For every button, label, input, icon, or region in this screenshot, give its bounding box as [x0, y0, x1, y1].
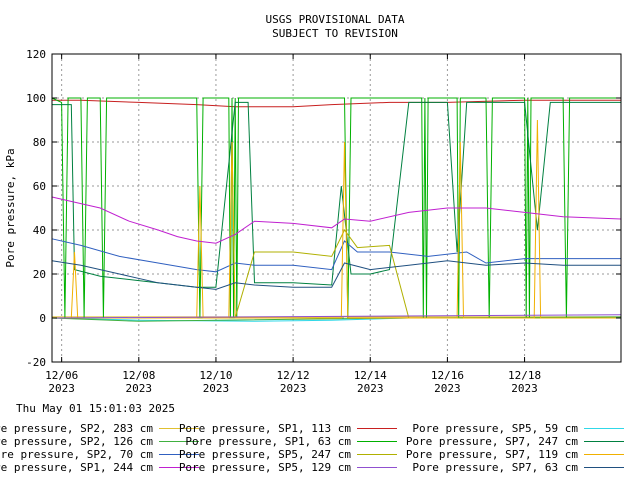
- legend-swatch: [357, 467, 397, 468]
- legend-item: Pore pressure, SP5, 59 cm: [0, 422, 624, 435]
- x-tick-label: 12/12: [277, 369, 310, 382]
- legend-item: Pore pressure, SP7, 119 cm: [0, 448, 624, 461]
- legend-item: Pore pressure, SP2, 70 cm: [0, 448, 199, 461]
- chart-subtitle: SUBJECT TO REVISION: [272, 27, 398, 40]
- series-line: [52, 99, 621, 108]
- legend-item: Pore pressure, SP1, 113 cm: [0, 422, 397, 435]
- legend-label: Pore pressure, SP2, 70 cm: [0, 448, 153, 461]
- x-tick-label: 12/14: [354, 369, 387, 382]
- legend-label: Pore pressure, SP5, 59 cm: [412, 422, 578, 435]
- series-line: [51, 238, 621, 273]
- y-axis: -20 0 20 40 60 80 100 120: [26, 48, 621, 369]
- legend-swatch: [357, 428, 397, 429]
- chart-title: USGS PROVISIONAL DATA: [265, 13, 404, 26]
- y-tick-label: -20: [26, 356, 46, 369]
- legend-label: Pore pressure, SP7, 119 cm: [405, 448, 578, 461]
- x-tick-year-label: 2023: [511, 382, 538, 395]
- pore-pressure-chart: USGS PROVISIONAL DATA SUBJECT TO REVISIO…: [4, 13, 622, 395]
- x-tick-year-label: 2023: [48, 382, 75, 395]
- legend-swatch: [584, 467, 624, 468]
- y-tick-label: 100: [26, 92, 46, 105]
- y-tick-label: 60: [33, 180, 46, 193]
- x-tick-year-label: 2023: [203, 382, 230, 395]
- legend-label: Pore pressure, SP5, 129 cm: [178, 461, 351, 474]
- legend-swatch: [584, 454, 624, 455]
- x-tick-year-label: 2023: [126, 382, 153, 395]
- x-tick-label: 12/08: [122, 369, 155, 382]
- x-tick-label: 12/16: [431, 369, 464, 382]
- legend-label: Pore pressure, SP2, 283 cm: [0, 422, 153, 435]
- legend-label: Pore pressure, SP1, 63 cm: [185, 435, 351, 448]
- y-tick-label: 20: [33, 268, 46, 281]
- legend-item: Pore pressure, SP2, 283 cm: [0, 422, 199, 435]
- x-tick-label: 12/10: [199, 369, 232, 382]
- series-line: [51, 314, 622, 319]
- legend-label: Pore pressure, SP5, 247 cm: [178, 448, 351, 461]
- legend-item: Pore pressure, SP5, 247 cm: [0, 448, 397, 461]
- series-line: [52, 229, 621, 319]
- series-line: [52, 119, 621, 319]
- legend-label: Pore pressure, SP2, 126 cm: [0, 435, 153, 448]
- y-tick-label: 80: [33, 136, 46, 149]
- legend-label: Pore pressure, SP1, 113 cm: [178, 422, 351, 435]
- legend-swatch: [159, 441, 199, 442]
- series-line: [51, 196, 622, 244]
- legend-label: Pore pressure, SP7, 63 cm: [412, 461, 578, 474]
- legend-swatch: [584, 428, 624, 429]
- x-tick-year-label: 2023: [357, 382, 384, 395]
- legend-item: Pore pressure, SP7, 63 cm: [0, 461, 624, 474]
- legend-swatch: [159, 454, 199, 455]
- series-lines: [51, 97, 622, 322]
- legend-swatch: [357, 454, 397, 455]
- legend-item: Pore pressure, SP1, 63 cm: [0, 435, 397, 448]
- legend-label: Pore pressure, SP7, 247 cm: [405, 435, 578, 448]
- x-tick-year-label: 2023: [280, 382, 307, 395]
- y-tick-label: 0: [39, 312, 46, 325]
- legend-swatch: [159, 467, 199, 468]
- legend-swatch: [584, 441, 624, 442]
- plot-frame: [51, 53, 622, 363]
- legend-item: Pore pressure, SP2, 126 cm: [0, 435, 199, 448]
- x-tick-label: 12/18: [508, 369, 541, 382]
- legend-swatch: [357, 441, 397, 442]
- x-axis: 12/06202312/08202312/10202312/12202312/1…: [45, 54, 541, 395]
- legend-item: Pore pressure, SP1, 244 cm: [0, 461, 199, 474]
- legend-swatch: [159, 428, 199, 429]
- legend-item: Pore pressure, SP5, 129 cm: [0, 461, 397, 474]
- generated-timestamp: Thu May 01 15:01:03 2025: [16, 402, 175, 415]
- series-line: [52, 101, 621, 288]
- x-tick-year-label: 2023: [434, 382, 461, 395]
- legend-label: Pore pressure, SP1, 244 cm: [0, 461, 153, 474]
- y-tick-label: 40: [33, 224, 46, 237]
- series-line: [51, 260, 621, 290]
- y-axis-label: Pore pressure, kPa: [4, 148, 17, 267]
- legend-item: Pore pressure, SP7, 247 cm: [0, 435, 624, 448]
- y-tick-label: 120: [26, 48, 46, 61]
- x-tick-label: 12/06: [45, 369, 78, 382]
